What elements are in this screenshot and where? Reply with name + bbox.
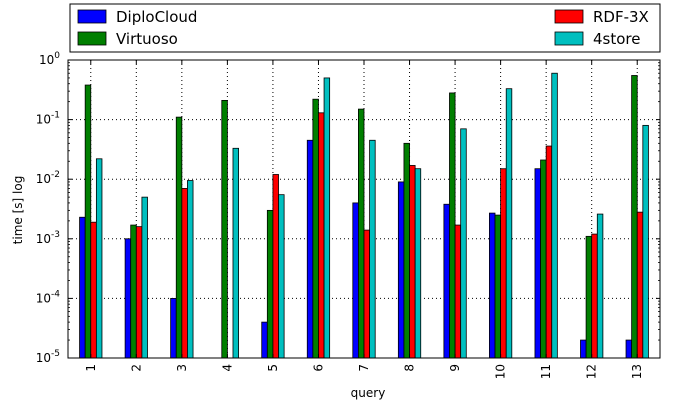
- x-tick-label: 1: [84, 364, 98, 372]
- bar: [312, 98, 319, 359]
- bar: [323, 77, 331, 359]
- y-axis-label: time [s] log: [11, 176, 25, 245]
- bar: [84, 84, 92, 359]
- bar: [596, 213, 604, 359]
- x-tick-label: 4: [220, 364, 234, 372]
- y-tick-label: 10-2: [36, 170, 60, 186]
- x-tick-label: 6: [311, 364, 325, 372]
- bar: [124, 238, 132, 359]
- bar: [500, 168, 507, 359]
- bar: [95, 158, 103, 359]
- y-tick-labels: 10-5 10-4 10-3 10-2 10-1 100: [36, 51, 61, 365]
- bar: [278, 194, 285, 359]
- axis-ticks: [68, 59, 660, 359]
- bar: [232, 147, 239, 359]
- bar: [636, 211, 644, 359]
- legend: DiploCloud Virtuoso RDF-3X 4store: [69, 3, 661, 53]
- bar: [135, 226, 143, 359]
- legend-swatch: [554, 9, 584, 24]
- bar: [625, 339, 633, 359]
- x-tick-label: 12: [585, 364, 599, 379]
- bar: [642, 124, 649, 359]
- bar: [494, 214, 502, 359]
- bar: [403, 142, 410, 359]
- legend-swatch: [77, 31, 107, 46]
- bar: [585, 235, 593, 359]
- bar: [505, 88, 513, 359]
- bar: [306, 139, 314, 359]
- x-axis-label: query: [351, 386, 386, 400]
- bar: [443, 203, 450, 359]
- bar: [363, 229, 370, 359]
- bar: [540, 159, 547, 359]
- bar: [266, 209, 274, 359]
- bar: [130, 224, 137, 359]
- bar: [551, 72, 558, 359]
- x-tick-label: 5: [266, 364, 280, 372]
- legend-swatch: [77, 9, 107, 24]
- legend-swatch: [554, 31, 584, 46]
- x-tick-label: 7: [357, 364, 371, 372]
- legend-label: RDF-3X: [593, 8, 649, 26]
- bar: [397, 181, 405, 359]
- bar: [357, 108, 365, 359]
- bar: [580, 339, 587, 359]
- x-tick-label: 10: [494, 364, 508, 379]
- x-tick-label: 9: [448, 364, 462, 372]
- bar: [221, 99, 228, 359]
- bar: [181, 188, 188, 359]
- bar: [170, 297, 177, 359]
- legend-label: DiploCloud: [116, 8, 197, 26]
- x-tick-labels: 1 2 3 4 5 6 7 8 9 10 11 12 13: [84, 364, 644, 379]
- y-tick-label: 10-3: [36, 230, 60, 246]
- legend-label: Virtuoso: [116, 30, 178, 48]
- bar: [141, 196, 148, 359]
- bar: [449, 92, 456, 359]
- bar: [90, 221, 97, 359]
- bar: [409, 165, 416, 359]
- bar: [460, 128, 467, 359]
- y-tick-label: 10-4: [36, 289, 61, 305]
- x-tick-label: 13: [630, 364, 644, 379]
- bar: [631, 75, 638, 359]
- x-tick-label: 3: [175, 364, 189, 372]
- bar: [318, 112, 325, 359]
- legend-label: 4store: [593, 30, 640, 48]
- x-tick-label: 11: [539, 364, 553, 379]
- bar: [414, 168, 422, 359]
- bar: [489, 212, 496, 359]
- bar: [454, 224, 462, 359]
- bar: [369, 139, 376, 359]
- y-tick-label: 100: [39, 51, 60, 67]
- bar: [545, 145, 553, 359]
- bar: [79, 216, 86, 359]
- bars: [79, 72, 649, 359]
- y-tick-label: 10-1: [36, 111, 60, 127]
- x-tick-label: 8: [403, 364, 417, 372]
- bar: [272, 174, 279, 359]
- bar: [352, 202, 359, 359]
- bar: [175, 116, 183, 359]
- bar: [261, 321, 268, 359]
- bar: [534, 168, 541, 359]
- bar: [591, 233, 598, 359]
- bar: [187, 180, 194, 359]
- y-tick-label: 10-5: [36, 349, 60, 365]
- x-tick-label: 2: [129, 364, 143, 372]
